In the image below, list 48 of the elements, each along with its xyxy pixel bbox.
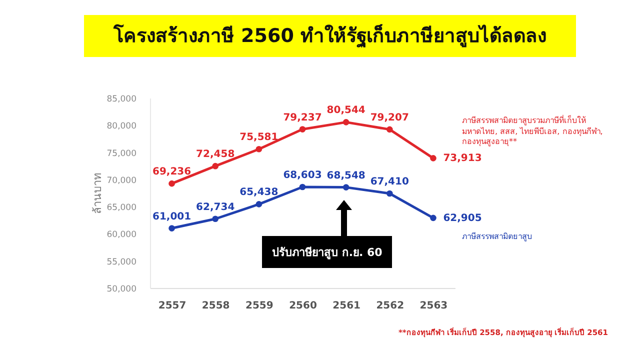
point [212,216,219,222]
y-tick-label: 75,000 [106,148,136,159]
data-label: 67,410 [370,176,409,188]
data-label: 80,544 [326,105,366,116]
point [386,126,393,133]
data-label: 62,734 [196,202,235,213]
point [342,119,350,126]
point [430,155,436,162]
y-tick-label: 85,000 [106,94,136,104]
text: ภาษีสรรพสามิตยาสูบ [462,232,533,242]
data-label: 61,001 [152,211,192,222]
annotation: ปรับภาษียาสูบ ก.ย. 60 [262,236,392,268]
data-label: 79,237 [283,112,322,124]
point [168,225,175,232]
data-label: 62,905 [443,212,482,224]
data-label: 68,603 [283,170,322,182]
point [256,201,262,208]
x-tick-label: 2560 [289,300,317,312]
point [342,184,350,190]
data-label: 79,207 [370,112,409,124]
y-tick-label: 60,000 [106,230,136,240]
point [168,180,175,187]
point [299,126,306,132]
y-tick-label: 50,000 [106,284,136,294]
data-label: 73,913 [443,153,482,164]
x-tick-label: 2562 [376,300,404,312]
y-axis-title: ล้านบาท [90,173,104,214]
x-tick-label: 2561 [332,300,361,312]
data-label: 72,458 [196,149,235,160]
point [386,190,393,197]
data-label: 68,548 [326,170,366,182]
y-tick-label: 55,000 [106,257,136,268]
x-tick-label: 2563 [420,300,448,312]
point [256,146,262,152]
y-tick-label: 65,000 [106,203,136,214]
point [430,214,436,222]
data-label: 69,236 [152,166,192,178]
data-label: 75,581 [240,132,278,144]
point [212,162,219,170]
chart-title: โครงสร้างภาษี 2560 ทำให้รัฐเก็บภาษียาสูบได้ลดลง [84,15,576,57]
x-tick-label: 2557 [158,300,186,312]
y-tick-label: 70,000 [106,176,136,186]
x-tick-label: 2558 [202,300,230,312]
data-label: 65,438 [240,187,278,198]
y-tick-label: 80,000 [106,122,136,132]
point [299,184,306,190]
text: ภาษีสรรพสามิตยาสูบรวมภาษีที่เก็บให้ มหาดไทย, สสส, ไทยพีบีเอส, กองทุนกีฬา, กองทุนสูงอายุ** [462,116,604,148]
x-tick-label: 2559 [246,300,274,312]
